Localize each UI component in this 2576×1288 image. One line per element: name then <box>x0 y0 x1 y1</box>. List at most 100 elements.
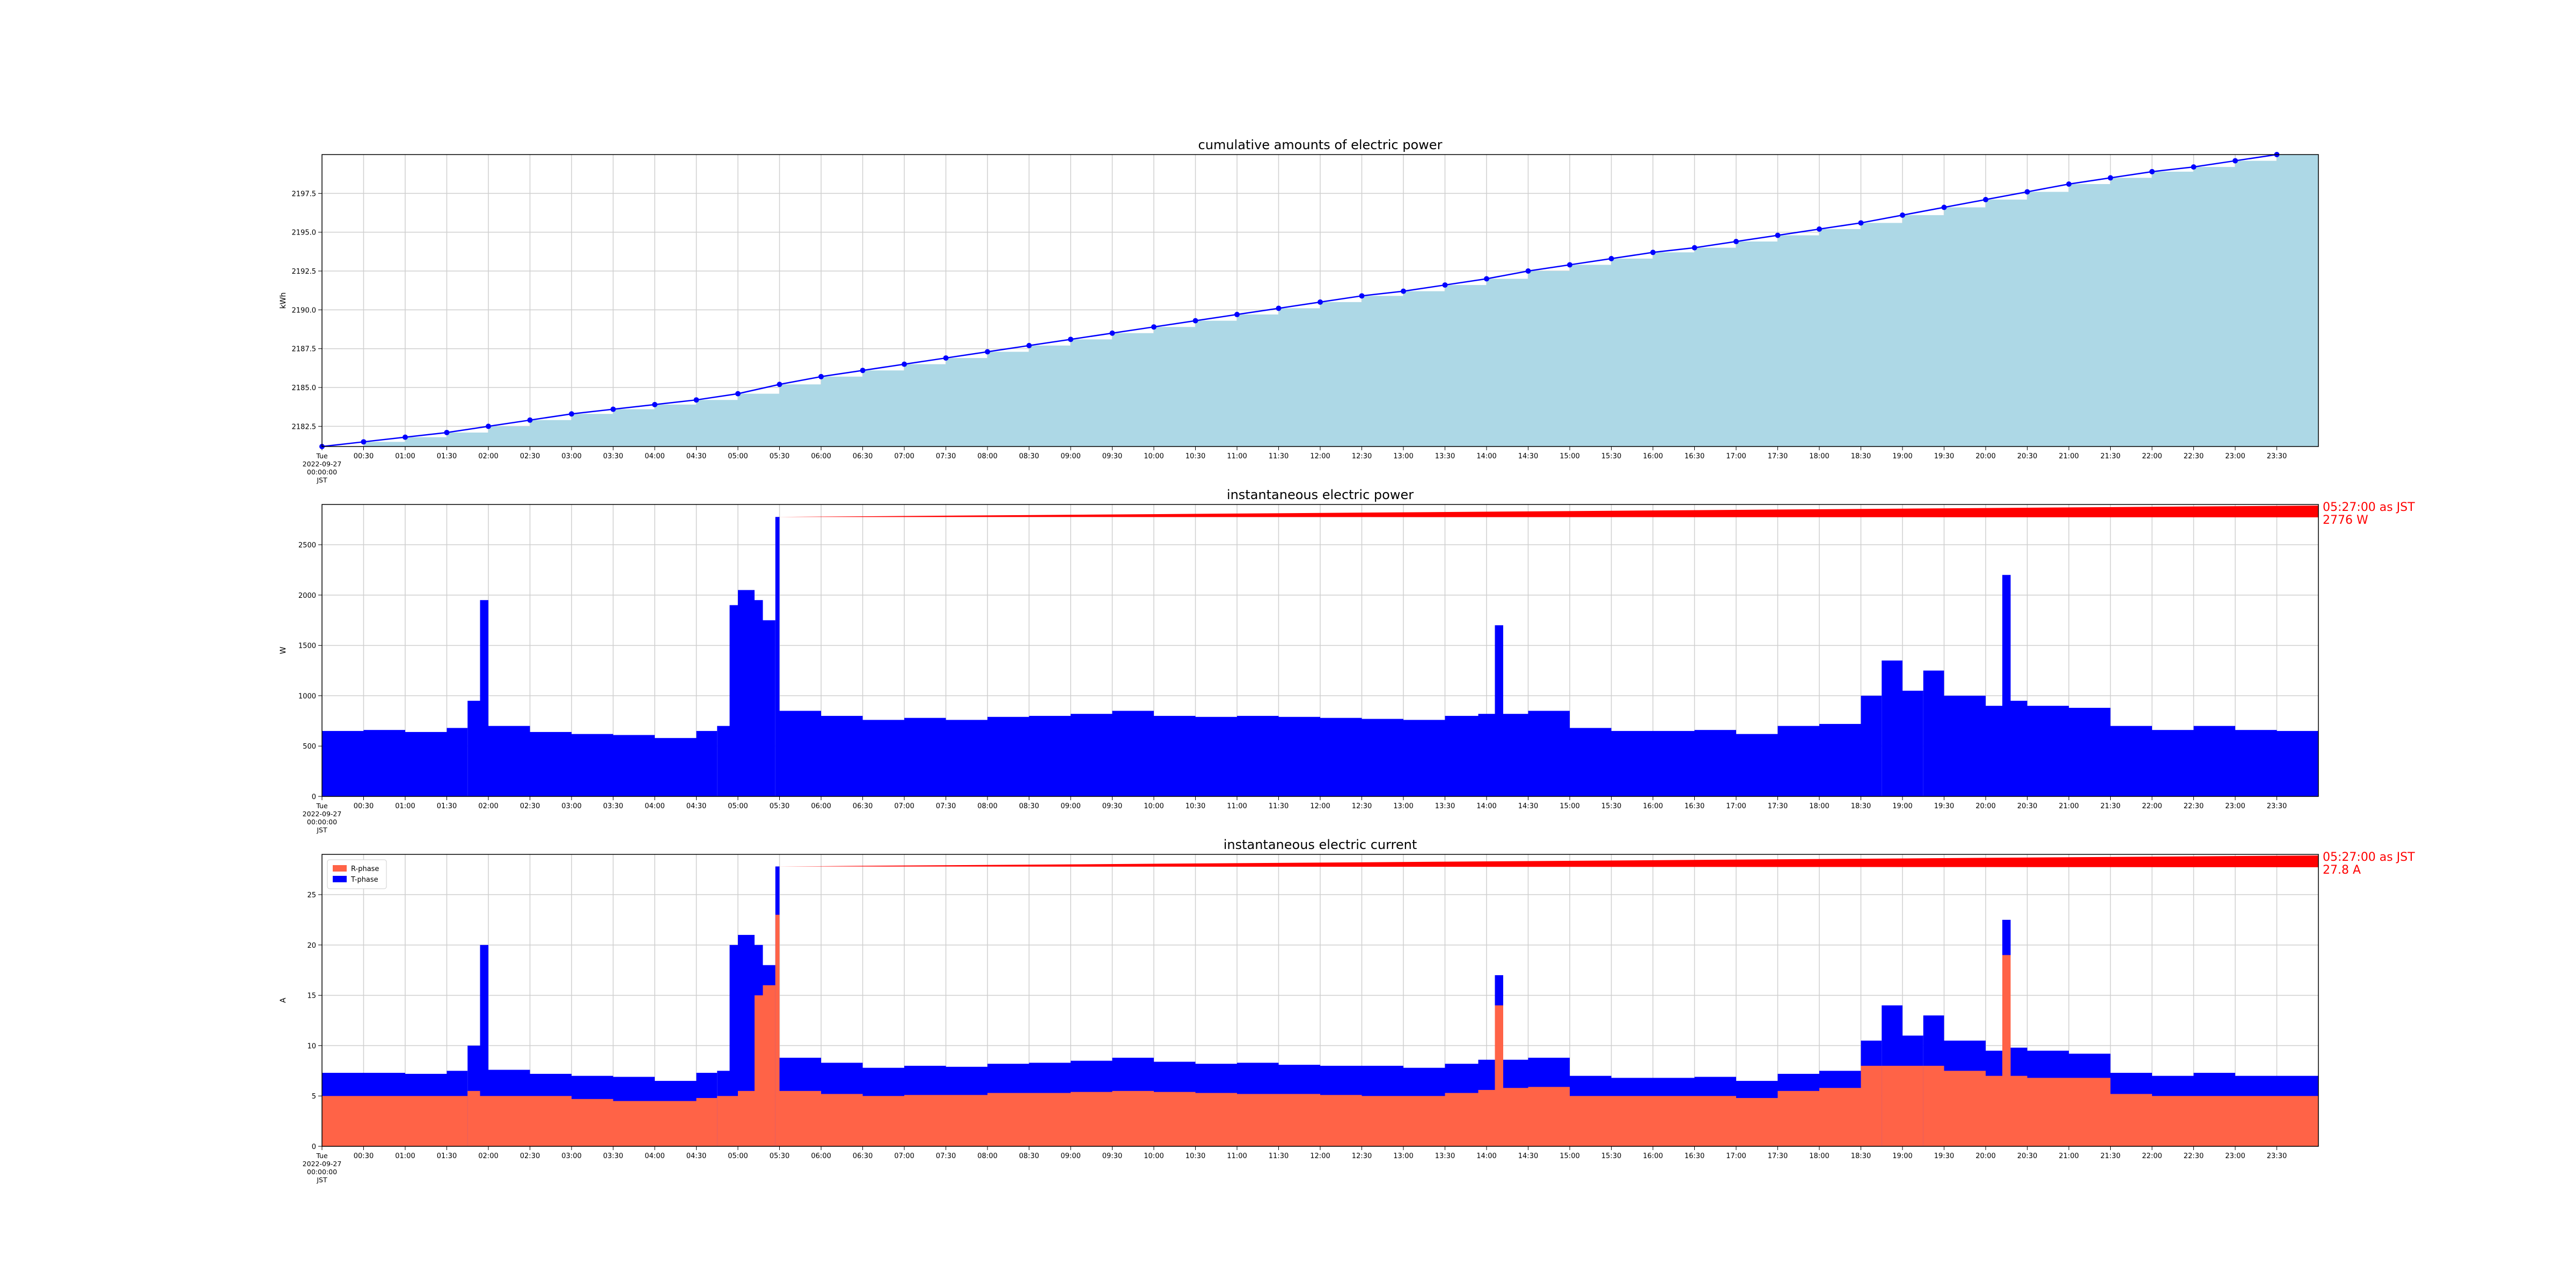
bar <box>1986 1075 2002 1146</box>
y-axis-label: W <box>279 647 288 654</box>
bar <box>480 1096 488 1146</box>
x-tick-label: 06:00 <box>811 802 831 810</box>
bar <box>775 517 780 796</box>
x-tick-label: 22:30 <box>2184 802 2204 810</box>
bar <box>1923 670 1944 796</box>
x-tick-label: 02:30 <box>520 452 540 460</box>
x-tick-label: 23:30 <box>2267 452 2287 460</box>
x-tick-label: 06:30 <box>853 1152 873 1160</box>
x-first-tick-label: Tue <box>316 452 328 460</box>
x-tick-label: 04:00 <box>645 802 664 810</box>
x-tick-label: 08:00 <box>977 452 997 460</box>
x-tick-label: 19:30 <box>1934 802 1954 810</box>
bar <box>1495 625 1503 796</box>
bar <box>1362 1096 1403 1146</box>
chart-title: cumulative amounts of electric power <box>1198 137 1443 152</box>
cumulative-point <box>2233 158 2238 164</box>
bar <box>1362 719 1403 796</box>
bar <box>2110 1094 2152 1146</box>
x-tick-label: 05:00 <box>728 1152 748 1160</box>
cumulative-point <box>2191 164 2197 170</box>
x-first-tick-label: 00:00:00 <box>307 1168 337 1176</box>
x-tick-label: 13:00 <box>1393 802 1413 810</box>
x-first-tick-label: Tue <box>316 802 328 810</box>
x-tick-label: 18:00 <box>1809 452 1829 460</box>
x-tick-label: 16:00 <box>1643 452 1663 460</box>
x-first-tick-label: JST <box>316 826 327 834</box>
bar <box>738 590 755 796</box>
cumulative-point <box>985 349 990 355</box>
cumulative-point <box>1318 299 1323 305</box>
chart-title: instantaneous electric power <box>1227 487 1414 502</box>
x-tick-label: 09:30 <box>1102 802 1122 810</box>
bar <box>1112 711 1154 796</box>
bar <box>2010 1075 2028 1146</box>
chart-panel-1: cumulative amounts of electric power kWh 0… <box>279 137 2319 484</box>
plot-frame <box>321 154 2319 447</box>
cumulative-point <box>818 374 824 379</box>
cumulative-point <box>361 439 367 445</box>
cumulative-point <box>735 391 741 397</box>
x-tick-label: 21:30 <box>2101 1152 2120 1160</box>
x-first-tick-label: 2022-09-27 <box>303 460 342 468</box>
x-tick-label: 06:00 <box>811 452 831 460</box>
cumulative-point <box>1276 305 1282 311</box>
bar <box>755 600 763 796</box>
bar <box>946 720 987 796</box>
x-tick-label: 10:00 <box>1144 1152 1163 1160</box>
legend: R-phase T-phase <box>327 859 387 889</box>
x-tick-label: 09:00 <box>1060 802 1080 810</box>
legend-entry-label: T-phase <box>350 876 378 884</box>
x-tick-label: 02:30 <box>520 802 540 810</box>
x-tick-label: 15:00 <box>1560 802 1579 810</box>
bar <box>1478 1089 1495 1146</box>
x-tick-label: 08:30 <box>1019 452 1039 460</box>
bar <box>1445 1093 1479 1146</box>
x-first-tick-label: 00:00:00 <box>307 468 337 476</box>
bar <box>1528 711 1570 796</box>
x-tick-label: 16:30 <box>1685 452 1704 460</box>
bar <box>1112 1091 1154 1146</box>
x-tick-label: 15:00 <box>1560 1152 1579 1160</box>
bar <box>1694 730 1736 796</box>
x-tick-label: 19:00 <box>1892 1152 1912 1160</box>
x-tick-label: 08:30 <box>1019 1152 1039 1160</box>
x-tick-label: 01:30 <box>437 452 457 460</box>
x-tick-label: 16:30 <box>1685 802 1704 810</box>
x-tick-label: 15:30 <box>1601 1152 1621 1160</box>
bar <box>1478 714 1495 796</box>
x-tick-label: 02:00 <box>478 452 498 460</box>
bar <box>1029 1093 1071 1146</box>
x-tick-label: 18:00 <box>1809 1152 1829 1160</box>
x-first-tick-label: Tue <box>316 1152 328 1160</box>
x-tick-label: 04:30 <box>686 452 706 460</box>
bar <box>1611 731 1653 796</box>
x-tick-label: 10:30 <box>1185 1152 1205 1160</box>
y-tick-label: 500 <box>303 743 316 751</box>
cumulative-point <box>777 382 782 387</box>
cumulative-point <box>1775 232 1781 238</box>
bar <box>1819 723 1861 796</box>
bar <box>447 728 468 796</box>
cumulative-point <box>693 397 699 403</box>
bar <box>779 711 821 796</box>
bar <box>613 735 655 796</box>
x-tick-label: 08:30 <box>1019 802 1039 810</box>
cumulative-point <box>2066 181 2072 187</box>
bar <box>363 1096 405 1146</box>
x-tick-label: 22:30 <box>2184 1152 2204 1160</box>
y-axis-label: A <box>279 998 288 1003</box>
bar <box>1237 715 1279 796</box>
x-tick-label: 23:00 <box>2225 452 2245 460</box>
cumulative-point <box>1026 342 1032 348</box>
cumulative-point <box>1858 220 1864 226</box>
y-tick-label: 2187.5 <box>292 346 317 354</box>
x-tick-label: 12:30 <box>1352 802 1372 810</box>
x-tick-label: 09:00 <box>1060 1152 1080 1160</box>
bar <box>1653 1096 1695 1146</box>
x-tick-label: 06:00 <box>811 1152 831 1160</box>
annotation-label: 27.8 A <box>2323 863 2361 877</box>
bar <box>480 600 488 796</box>
cumulative-point <box>1359 293 1365 299</box>
